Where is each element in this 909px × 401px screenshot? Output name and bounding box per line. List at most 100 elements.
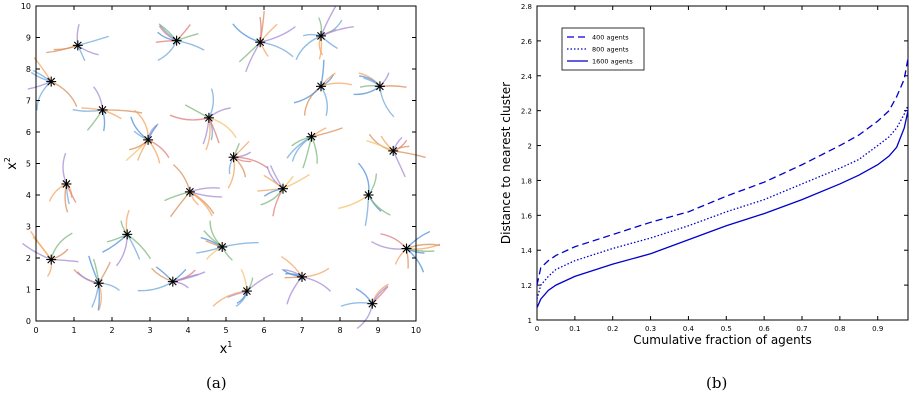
agent-trajectory — [147, 139, 170, 159]
agent-trajectory — [184, 104, 210, 119]
cluster-center-marker — [316, 81, 326, 92]
x-tick-label: 0.1 — [569, 325, 580, 333]
y-tick-label: 1.4 — [521, 247, 533, 255]
agent-trajectory — [62, 152, 68, 185]
x-tick-label: 2 — [109, 326, 114, 335]
x-tick-label: 9 — [375, 326, 380, 335]
legend-label: 400 agents — [592, 34, 629, 42]
agent-trajectory — [196, 246, 223, 254]
agent-trajectory — [134, 109, 149, 140]
y-tick-label: 3 — [26, 223, 31, 232]
cluster-center-marker — [46, 76, 57, 87]
agent-trajectory — [65, 183, 77, 203]
agent-trajectory — [102, 109, 122, 120]
cluster-center-marker — [228, 152, 239, 163]
cluster-center-marker — [316, 30, 326, 41]
cluster-center-marker — [61, 178, 72, 189]
x-tick-label: 0.2 — [607, 325, 618, 333]
agent-trajectory — [169, 191, 191, 218]
x-tick-label: 4 — [185, 326, 190, 335]
x-tick-label: 7 — [299, 326, 304, 335]
agent-trajectory — [48, 183, 67, 202]
agent-trajectory — [380, 233, 408, 250]
agent-trajectory — [208, 88, 215, 119]
cluster-center-marker — [363, 190, 374, 200]
y-axis-label: x2 — [3, 157, 20, 170]
x-tick-label: 0.6 — [759, 325, 771, 333]
agent-trajectory — [301, 276, 332, 292]
cluster-center-marker — [374, 81, 385, 92]
caption-a: (a) — [206, 374, 227, 392]
y-tick-label: 2.6 — [521, 38, 533, 46]
agent-trajectory — [392, 150, 406, 178]
cluster-center-marker — [217, 241, 228, 252]
agent-trajectory — [260, 26, 296, 43]
x-tick-label: 1 — [71, 326, 76, 335]
x-tick-label: 8 — [337, 326, 342, 335]
y-tick-label: 2.8 — [521, 3, 532, 11]
y-tick-label: 1.6 — [521, 212, 533, 220]
agent-trajectory — [98, 261, 111, 284]
agent-trajectory — [310, 136, 318, 164]
agent-trajectory — [311, 127, 343, 138]
agent-trajectory — [272, 188, 284, 217]
x-axis-label: x1 — [220, 340, 233, 357]
agent-trajectory — [371, 285, 389, 304]
agent-trajectory — [367, 173, 378, 196]
legend: 400 agents 800 agents 1600 agents — [561, 27, 645, 71]
agent-trajectory — [50, 80, 78, 108]
cluster-center-marker — [241, 286, 252, 297]
agent-trajectory — [301, 267, 330, 278]
x-tick-label: 5 — [223, 326, 228, 335]
y-tick-label: 9 — [26, 34, 31, 43]
agent-trajectory — [320, 5, 337, 37]
agent-trajectory — [50, 248, 69, 261]
cluster-center-marker — [143, 134, 154, 145]
agent-trajectory — [22, 242, 52, 261]
y-tick-label: 10 — [21, 2, 31, 11]
distance-line-chart: 0 0.1 0.2 0.3 0.4 0.5 0.6 0.7 0.8 0.9 1 1.2 1.4 1.6 1.… — [499, 3, 909, 347]
agent-trajectory — [295, 35, 322, 61]
agent-trajectory — [406, 243, 440, 250]
agent-trajectory — [208, 117, 237, 139]
agent-trajectory — [76, 271, 99, 284]
cluster-center-marker — [72, 40, 83, 51]
agent-trajectory — [379, 86, 395, 118]
series-line-1600-agents — [536, 110, 909, 309]
agent-trajectory — [189, 191, 223, 198]
agent-trajectory — [106, 233, 128, 243]
agent-trajectory — [222, 241, 259, 248]
agent-trajectory — [102, 233, 128, 253]
agent-trajectory — [353, 85, 381, 96]
agent-trajectory — [366, 139, 394, 152]
x-tick-label: 0 — [535, 325, 539, 333]
agent-trajectory — [147, 124, 158, 141]
y-tick-label: 5 — [26, 160, 31, 169]
cluster-center-marker — [171, 35, 182, 46]
x-tick-label: 6 — [261, 326, 266, 335]
agent-trajectory — [164, 191, 191, 202]
agent-trajectory — [189, 187, 220, 193]
x-tick-label: 0.8 — [834, 325, 845, 333]
agent-trajectory — [169, 114, 210, 121]
cluster-center-marker — [46, 254, 57, 265]
y-tick-label: 6 — [26, 128, 31, 137]
agent-trajectory — [126, 234, 141, 260]
y-tick-label: 1 — [26, 286, 31, 295]
cluster-center-marker — [93, 278, 104, 289]
agent-trajectory — [88, 255, 100, 284]
cluster-center-marker — [278, 183, 288, 194]
agent-trajectory — [282, 173, 310, 190]
y-tick-label: 2.2 — [521, 108, 532, 116]
agent-trajectory — [126, 233, 152, 260]
legend-label: 800 agents — [592, 46, 629, 54]
x-tick-label: 10 — [411, 326, 421, 335]
agent-trajectory — [232, 23, 261, 43]
x-tick-label: 0.4 — [683, 325, 695, 333]
x-tick-label: 0.3 — [645, 325, 656, 333]
agent-trajectory — [46, 44, 79, 54]
agent-trajectory — [393, 150, 426, 159]
agent-trajectory — [130, 116, 149, 141]
legend-label: 1600 agents — [592, 58, 633, 66]
